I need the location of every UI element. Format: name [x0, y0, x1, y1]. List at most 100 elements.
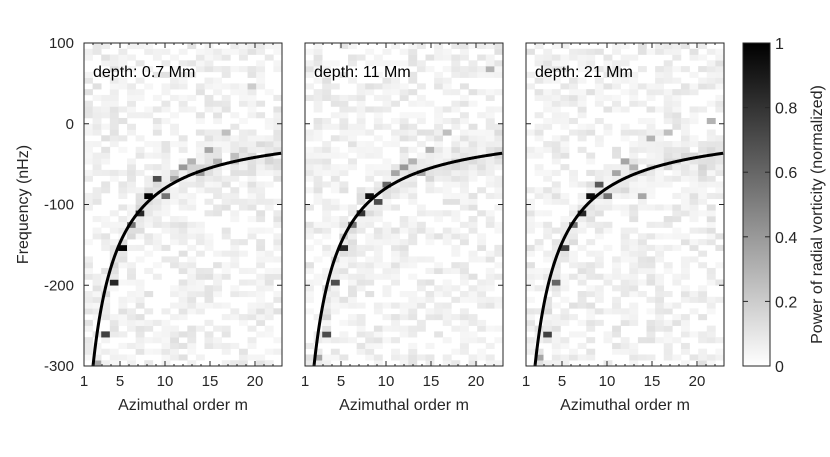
heatmap-cell — [698, 198, 708, 205]
heatmap-cell — [416, 302, 426, 309]
heatmap-cell — [152, 146, 162, 153]
heatmap-cell — [551, 169, 561, 176]
heatmap-cell — [494, 175, 504, 182]
heatmap-cell — [637, 135, 647, 142]
x-tick-label: 15 — [644, 373, 661, 390]
heatmap-cell — [612, 169, 621, 176]
heatmap-cell — [569, 48, 578, 55]
x-axis-label: Azimuthal order m — [118, 397, 248, 414]
heatmap-cell — [543, 296, 553, 303]
heatmap-cell — [629, 192, 639, 200]
heatmap-cell — [629, 89, 639, 96]
heatmap-cell — [118, 54, 128, 61]
heatmap-cell — [313, 135, 323, 142]
heatmap-cell — [646, 48, 656, 55]
heatmap-cell — [569, 169, 578, 176]
x-tick-label: 20 — [689, 373, 706, 390]
heatmap-cell — [560, 360, 570, 367]
heatmap-cell — [689, 244, 699, 251]
heatmap-cell — [442, 89, 452, 96]
heatmap-cell — [109, 354, 119, 361]
heatmap-cell — [313, 117, 323, 125]
heatmap-cell — [637, 83, 647, 90]
heatmap-cell — [348, 273, 357, 280]
heatmap-cell — [313, 158, 323, 165]
heatmap-cell — [322, 169, 332, 176]
heatmap-cell — [178, 331, 188, 338]
heatmap-cell — [459, 135, 469, 142]
heatmap-cell — [238, 146, 248, 153]
heatmap-cell — [313, 89, 323, 96]
heatmap-cell — [425, 239, 435, 246]
heatmap-cell — [84, 239, 93, 246]
heatmap-cell — [109, 123, 119, 130]
heatmap-cell — [477, 354, 487, 361]
heatmap-cell — [256, 100, 266, 107]
heatmap-cell — [551, 239, 561, 246]
heatmap-cell — [468, 227, 478, 234]
heatmap-cell — [195, 233, 205, 240]
heatmap-cell — [178, 146, 188, 153]
heatmap-cell — [646, 273, 656, 280]
heatmap-cell — [434, 308, 444, 315]
heatmap-cell — [313, 239, 323, 246]
heatmap-cell — [663, 244, 673, 251]
heatmap-cell — [680, 66, 690, 73]
heatmap-cell — [322, 158, 332, 165]
heatmap-cell — [247, 314, 257, 321]
heatmap-cell — [586, 239, 596, 246]
heatmap-cell — [256, 360, 266, 367]
heatmap-cell — [84, 325, 93, 332]
heatmap-cell — [92, 129, 102, 136]
heatmap-cell — [365, 210, 375, 217]
heatmap-cell — [594, 291, 604, 298]
heatmap-cell — [195, 250, 205, 257]
heatmap-cell — [330, 83, 340, 90]
heatmap-cell — [204, 319, 214, 326]
heatmap-cell — [305, 285, 314, 292]
heatmap-cell — [655, 279, 665, 286]
heatmap-cell — [118, 331, 128, 338]
heatmap-cell — [698, 175, 708, 182]
heatmap-cell — [373, 123, 383, 130]
heatmap-cell — [672, 164, 682, 171]
heatmap-cell — [534, 308, 544, 315]
heatmap-cell — [680, 233, 690, 240]
heatmap-cell — [305, 279, 314, 286]
heatmap-cell — [256, 187, 266, 194]
heatmap-cell — [399, 221, 409, 228]
heatmap-cell — [221, 164, 231, 171]
heatmap-cell — [382, 204, 392, 211]
heatmap-cell — [109, 239, 119, 246]
heatmap-cell — [109, 129, 119, 136]
heatmap-cell — [221, 192, 231, 200]
heatmap-cell — [322, 94, 332, 101]
heatmap-cell — [256, 216, 266, 223]
heatmap-cell — [135, 43, 145, 50]
heatmap-cell — [526, 221, 535, 228]
heatmap-cell — [459, 239, 469, 246]
heatmap-cell — [637, 239, 647, 246]
heatmap-cell — [170, 233, 179, 240]
heatmap-cell — [416, 296, 426, 303]
heatmap-cell — [109, 285, 119, 292]
heatmap-cell — [646, 354, 656, 361]
heatmap-cell — [247, 100, 257, 107]
heatmap-cell — [620, 54, 630, 61]
heatmap-cell — [715, 54, 725, 61]
heatmap-cell — [118, 308, 128, 315]
heatmap-cell — [442, 285, 452, 292]
heatmap-cell — [434, 210, 444, 217]
heatmap-cell — [348, 233, 357, 240]
heatmap-cell — [247, 158, 257, 165]
heatmap-cell — [213, 285, 223, 292]
heatmap-cell — [247, 48, 257, 55]
heatmap-cell — [356, 342, 366, 349]
heatmap-cell — [637, 204, 647, 211]
heatmap-cell — [204, 146, 214, 153]
heatmap-cell — [416, 141, 426, 148]
heatmap-cell — [221, 146, 231, 153]
heatmap-cell — [706, 164, 716, 171]
heatmap-cell — [373, 360, 383, 367]
heatmap-cell — [356, 210, 366, 217]
